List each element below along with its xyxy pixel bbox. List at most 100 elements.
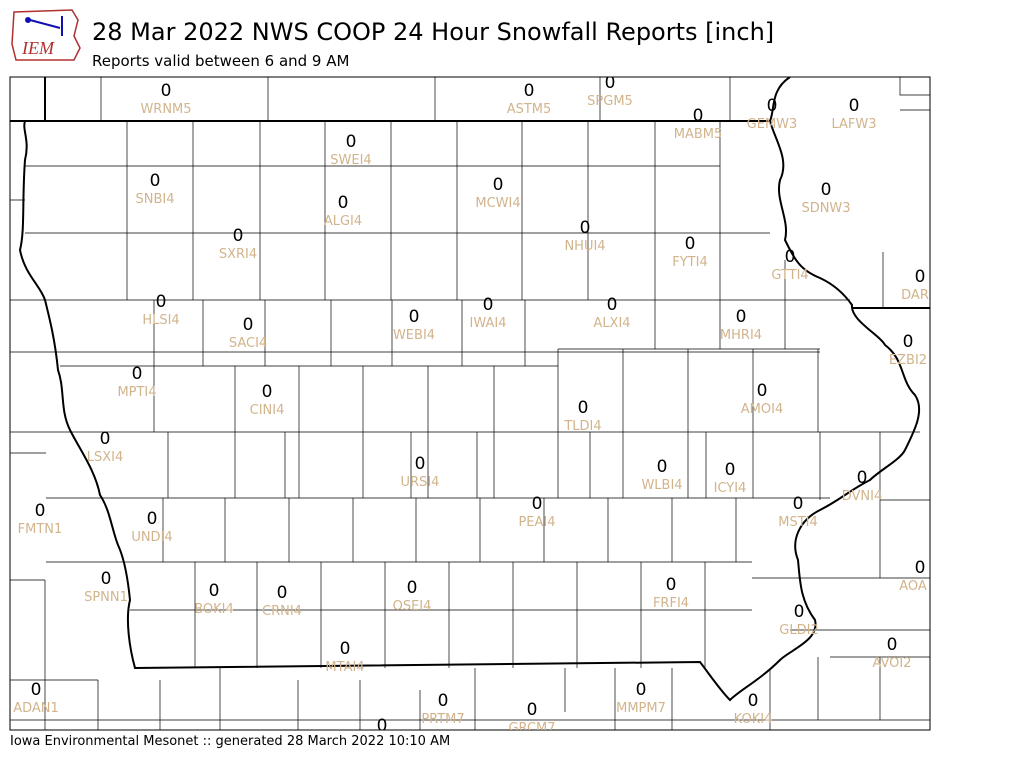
station-id: MSTI4 — [778, 515, 818, 530]
snowfall-value: 0 — [527, 700, 538, 720]
station-id: PEAI4 — [518, 515, 555, 530]
snowfall-value: 0 — [483, 295, 494, 315]
station-id: ADAN1 — [13, 701, 59, 716]
snowfall-value: 0 — [409, 307, 420, 327]
logo-text: IEM — [21, 38, 55, 58]
station-id: GTTI4 — [771, 268, 808, 283]
station-id: DAR — [901, 288, 929, 303]
snowfall-value: 0 — [532, 494, 543, 514]
snowfall-value: 0 — [438, 691, 449, 711]
station-id: MTAI4 — [325, 660, 364, 675]
station-id: ICYI4 — [714, 481, 747, 496]
snowfall-value: 0 — [35, 501, 46, 521]
snowfall-value: 0 — [377, 716, 388, 736]
snowfall-value: 0 — [849, 96, 860, 116]
station-id: AMOI4 — [741, 402, 783, 417]
station-id: SPNN1 — [84, 590, 128, 605]
station-id: ALXI4 — [593, 316, 630, 331]
station-id: HLSI4 — [142, 313, 179, 328]
station-id: ASTM5 — [507, 102, 552, 117]
station-id: MABM5 — [674, 127, 723, 142]
snowfall-value: 0 — [233, 226, 244, 246]
station-id: WEBI4 — [393, 328, 435, 343]
snowfall-value: 0 — [636, 680, 647, 700]
snowfall-value: 0 — [346, 132, 357, 152]
snowfall-value: 0 — [903, 332, 914, 352]
station-id: GLDI2 — [779, 623, 818, 638]
snowfall-value: 0 — [794, 602, 805, 622]
snowfall-value: 0 — [857, 468, 868, 488]
footer: Iowa Environmental Mesonet :: generated … — [10, 734, 450, 749]
station-id: BOKI4 — [194, 602, 234, 617]
snowfall-value: 0 — [407, 578, 418, 598]
snowfall-value: 0 — [793, 494, 804, 514]
station-id: MHRI4 — [720, 328, 762, 343]
snowfall-value: 0 — [338, 193, 349, 213]
map-frame — [9, 76, 931, 731]
subtitle: Reports valid between 6 and 9 AM — [92, 52, 349, 70]
station-id: CINI4 — [250, 403, 285, 418]
station-id: NHUI4 — [564, 239, 605, 254]
station-id: WRNM5 — [140, 102, 191, 117]
station-id: LAFW3 — [831, 117, 876, 132]
snowfall-value: 0 — [736, 307, 747, 327]
snowfall-value: 0 — [725, 460, 736, 480]
station-id: MPTI4 — [117, 385, 156, 400]
station-id: MMPM7 — [616, 701, 666, 716]
snowfall-value: 0 — [757, 381, 768, 401]
station-id: KOKI4 — [734, 712, 773, 727]
snowfall-value: 0 — [785, 247, 796, 267]
station-id: LSXI4 — [87, 450, 124, 465]
title: 28 Mar 2022 NWS COOP 24 Hour Snowfall Re… — [92, 18, 774, 46]
station-id: IWAI4 — [470, 316, 507, 331]
station-id: SNBI4 — [136, 192, 175, 207]
snowfall-value: 0 — [748, 691, 759, 711]
station-id: FMTN1 — [18, 522, 63, 537]
snowfall-value: 0 — [243, 315, 254, 335]
snowfall-value: 0 — [415, 454, 426, 474]
snowfall-value: 0 — [915, 558, 926, 578]
station-id: SACI4 — [229, 336, 267, 351]
station-id: FRFI4 — [653, 596, 689, 611]
station-id: EZBI2 — [889, 353, 927, 368]
station-id: AOA — [899, 579, 927, 594]
station-id: OSEI4 — [393, 599, 432, 614]
station-id: URSI4 — [401, 475, 440, 490]
snowfall-value: 0 — [277, 583, 288, 603]
snowfall-value: 0 — [685, 234, 696, 254]
snowfall-value: 0 — [31, 680, 42, 700]
station-id: GRCM7 — [508, 721, 555, 736]
logo: IEM — [11, 9, 81, 61]
boundaries — [10, 77, 930, 730]
snowfall-value: 0 — [607, 295, 618, 315]
station-id: PRTM7 — [421, 712, 464, 727]
snowfall-value: 0 — [209, 581, 220, 601]
station-id: TLDI4 — [563, 419, 601, 434]
station-id: UNDI4 — [131, 530, 172, 545]
snowfall-value: 0 — [150, 171, 161, 191]
station-id: FYTI4 — [672, 255, 707, 270]
station-id: SXRI4 — [219, 247, 257, 262]
station-id: CRNI4 — [262, 604, 302, 619]
snowfall-value: 0 — [493, 175, 504, 195]
snowfall-value: 0 — [887, 635, 898, 655]
snowfall-value: 0 — [767, 96, 778, 116]
snowfall-value: 0 — [100, 429, 111, 449]
snowfall-value: 0 — [161, 81, 172, 101]
station-id: MCWI4 — [475, 196, 520, 211]
station-id: GEMW3 — [747, 117, 798, 132]
snowfall-value: 0 — [578, 398, 589, 418]
snowfall-value: 0 — [101, 569, 112, 589]
snowfall-value: 0 — [666, 575, 677, 595]
snowfall-value: 0 — [524, 81, 535, 101]
snowfall-value: 0 — [156, 292, 167, 312]
snowfall-value: 0 — [693, 106, 704, 126]
snowfall-value: 0 — [821, 180, 832, 200]
snowfall-value: 0 — [147, 509, 158, 529]
snowfall-value: 0 — [580, 218, 591, 238]
station-id: SDNW3 — [801, 201, 850, 216]
snowfall-value: 0 — [657, 457, 668, 477]
snowfall-value: 0 — [132, 364, 143, 384]
